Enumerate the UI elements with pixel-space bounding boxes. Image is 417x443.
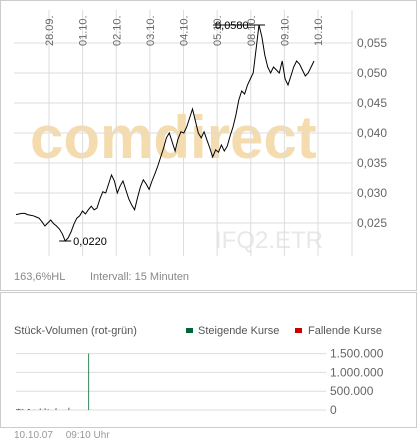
x-tick-label: 01.10. [78,15,90,46]
watermark-brand: comdirect [30,104,317,171]
low-label: 0,0220 [73,236,107,248]
y-tick-label: 0,050 [357,66,387,80]
legend-falling-swatch [295,328,302,333]
y-tick-labels: 0,025 0,030 0,035 0,040 0,045 0,050 0,055 [357,36,387,230]
volume-bar-rising [47,409,49,410]
y-tick-label: 0,045 [357,96,387,110]
legend-rising-swatch [186,328,193,333]
x-tick-labels: 28.09. 01.10. 02.10. 03.10. 04.10. 05.10. 08.1… [44,15,325,46]
y-tick-label: 0,035 [357,156,387,170]
volume-bar-rising [39,408,41,410]
volume-bar-rising [55,408,57,410]
volume-bar-falling [17,409,18,410]
x-tick-label: 03.10. [145,15,157,46]
footer-date: 10.10.07 [14,430,53,441]
annotations: 0,0580 0,0220 [59,20,266,248]
volume-y-tick-label: 0 [330,403,337,417]
legend-falling-label: Fallende Kurse [308,325,382,337]
y-tick-label: 0,025 [357,216,387,230]
legend-rising-label: Steigende Kurse [198,325,279,337]
volume-bars [16,353,90,410]
volume-bar-falling [28,409,30,410]
volume-y-tick-labels: 0 500.000 1.000.000 1.500.000 [330,347,384,417]
volume-bar-rising [20,409,21,410]
volume-grid [16,353,326,411]
volume-y-tick-label: 500.000 [330,384,374,398]
x-tick-label: 10.10. [313,15,325,46]
x-tick-label: 05.10. [212,15,224,46]
x-tick-label: 02.10. [111,15,123,46]
grid [14,10,353,256]
volume-bar-rising [44,408,46,410]
volume-chart-frame [0,292,417,428]
footer-time: 09:10 Uhr [65,430,110,441]
volume-chart: Stück-Volumen (rot-grün) Steigende Kurse… [0,292,417,428]
high-label: 0,0580 [215,20,249,32]
footer: 10.10.07 09:10 Uhr [14,430,120,441]
volume-title: Stück-Volumen (rot-grün) [14,325,137,337]
x-tick-label: 08.10. [246,15,258,46]
y-tick-label: 0,040 [357,126,387,140]
x-tick-label: 04.10. [179,15,191,46]
interval-label: Intervall: 15 Minuten [90,271,189,283]
volume-bar-rising [16,409,17,410]
watermark-ticker: IFQ2.ETR [215,227,323,254]
volume-bar-rising [21,409,23,410]
volume-bar-falling [19,409,20,410]
y-tick-label: 0,030 [357,186,387,200]
volume-bar-rising [88,353,90,410]
volume-bar-rising [68,407,70,410]
percent-hl: 163,6%HL [14,271,65,283]
x-tick-label: 28.09. [44,15,56,46]
y-tick-label: 0,055 [357,36,387,50]
volume-y-tick-label: 1.500.000 [330,347,384,361]
volume-bar-rising [27,408,29,410]
x-tick-label: 09.10. [279,15,291,46]
volume-y-tick-label: 1.000.000 [330,365,384,379]
volume-bar-rising [18,408,19,410]
price-chart: comdirect IFQ2.ETR 28.09. 01.10. 02.10. 03.… [0,0,417,291]
